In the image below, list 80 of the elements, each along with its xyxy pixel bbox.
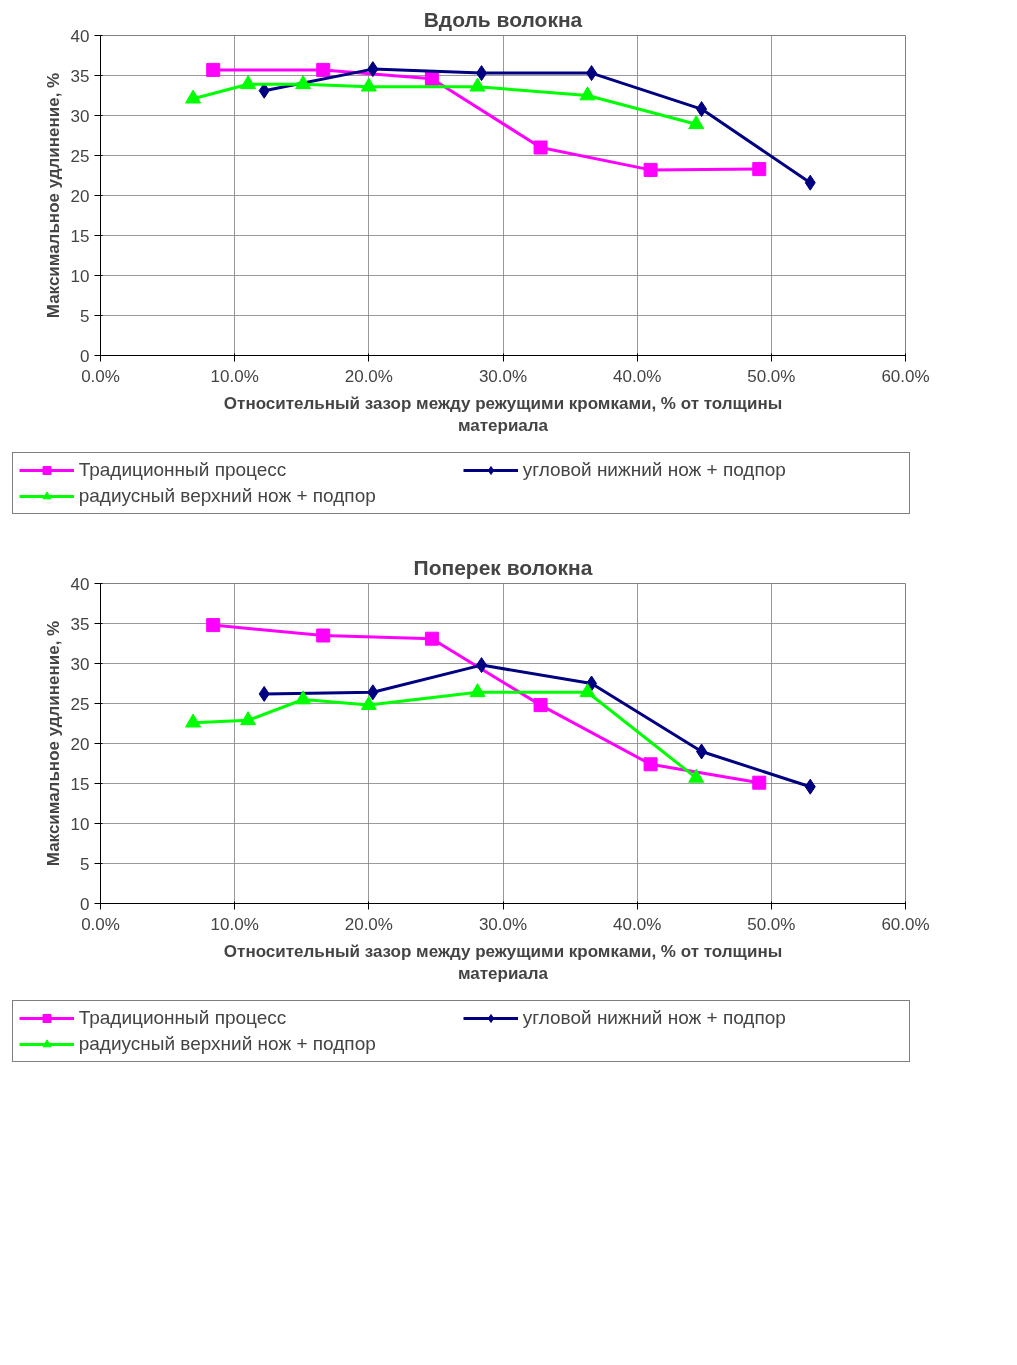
y-tick-label: 15 (70, 774, 90, 794)
legend-label: Традиционный процесс (78, 1007, 288, 1029)
legend-label: радиусный верхний нож + подпор (78, 1033, 377, 1055)
y-tick-label: 0 (80, 346, 90, 366)
x-tick-label: 10.0% (210, 914, 259, 934)
point (696, 743, 708, 760)
point (643, 162, 658, 177)
point (206, 62, 221, 77)
y-tick-label: 10 (70, 814, 90, 834)
point (367, 684, 379, 701)
y-tick-label: 25 (70, 146, 90, 166)
point (643, 757, 658, 772)
legend-label: радиусный верхний нож + подпор (78, 485, 377, 507)
y-tick-label: 35 (70, 66, 90, 86)
chart-title: Поперек волокна (413, 555, 593, 579)
y-tick-label: 0 (80, 894, 90, 914)
point (185, 89, 202, 104)
chart-title: Вдоль волокна (423, 7, 583, 31)
point (316, 62, 331, 77)
x-tick-label: 0.0% (81, 366, 120, 386)
x-tick-label: 0.0% (81, 914, 120, 934)
point (533, 698, 548, 713)
legend-label: угловой нижний нож + подпор (522, 1007, 787, 1029)
y-tick-label: 30 (70, 106, 90, 126)
x-tick-label: 10.0% (210, 366, 259, 386)
y-axis-title: Максимальное удлинение, % (43, 72, 63, 319)
point (240, 711, 257, 726)
y-tick-label: 5 (80, 854, 90, 874)
x-axis-title: Относительный зазор между режущими кромками, % от толщины материала (223, 393, 783, 436)
y-tick-label: 25 (70, 694, 90, 714)
x-tick-label: 60.0% (881, 366, 930, 386)
y-axis-title: Максимальное удлинение, % (43, 620, 63, 867)
x-tick-label: 30.0% (478, 366, 528, 386)
point (804, 778, 816, 795)
point (696, 101, 708, 118)
x-tick-label: 40.0% (613, 366, 662, 386)
point (752, 775, 767, 790)
point (476, 65, 488, 82)
point (469, 77, 486, 92)
point (295, 690, 312, 705)
point (476, 657, 488, 674)
point (185, 713, 202, 728)
x-tick-label: 20.0% (344, 366, 393, 386)
point (316, 628, 331, 643)
legend-label: Традиционный процесс (78, 459, 288, 481)
point (240, 75, 257, 90)
y-tick-label: 15 (70, 226, 90, 246)
y-tick-label: 5 (80, 306, 90, 326)
y-tick-label: 20 (70, 186, 90, 206)
x-tick-label: 20.0% (344, 914, 393, 934)
point (360, 695, 377, 710)
point (367, 61, 379, 78)
point (258, 685, 270, 702)
point (579, 86, 596, 101)
x-axis-title: Относительный зазор между режущими кромками, % от толщины материала (223, 941, 783, 984)
point (586, 675, 598, 692)
y-tick-label: 35 (70, 614, 90, 634)
point (804, 174, 816, 191)
x-tick-label: 30.0% (478, 914, 528, 934)
point (586, 65, 598, 82)
point (360, 77, 377, 92)
legend-label: угловой нижний нож + подпор (522, 459, 787, 481)
y-tick-label: 40 (70, 574, 90, 594)
point (579, 683, 596, 698)
x-tick-label: 50.0% (747, 366, 796, 386)
point (424, 631, 439, 646)
point (469, 683, 486, 698)
point (533, 140, 548, 155)
point (688, 768, 705, 783)
y-tick-label: 20 (70, 734, 90, 754)
point (206, 618, 221, 633)
point (752, 162, 767, 177)
y-tick-label: 10 (70, 266, 90, 286)
x-tick-label: 40.0% (613, 914, 662, 934)
y-tick-label: 40 (70, 26, 90, 46)
x-tick-label: 60.0% (881, 914, 930, 934)
point (688, 115, 705, 130)
x-tick-label: 50.0% (747, 914, 796, 934)
point (295, 75, 312, 90)
y-tick-label: 30 (70, 654, 90, 674)
